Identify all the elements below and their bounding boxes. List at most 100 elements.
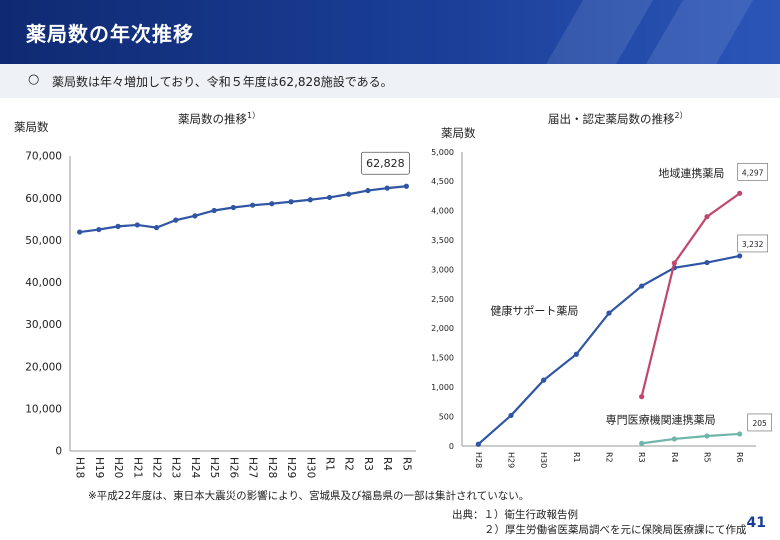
x-tick-label: R6 (735, 452, 744, 463)
x-tick-label: H26 (227, 457, 239, 479)
x-tick-label: H30 (304, 457, 316, 478)
data-point (192, 213, 198, 219)
x-tick-label: R1 (572, 452, 581, 463)
y-tick-label: 10,000 (25, 404, 62, 416)
series-line (79, 185, 407, 234)
right-chart-title: 届出・認定薬局数の推移 (548, 111, 675, 126)
x-tick-label: H22 (151, 457, 163, 478)
x-tick-label: H28 (474, 452, 483, 468)
data-point (671, 436, 677, 442)
left-chart-title-note: 1） (247, 111, 261, 120)
data-point (115, 223, 121, 229)
data-point (541, 377, 547, 383)
data-point (96, 226, 102, 233)
data-point (403, 183, 409, 189)
right-chart-ylabel: 薬局数 (441, 126, 476, 140)
y-tick-label: 4,500 (431, 177, 454, 186)
y-tick-label: 60,000 (25, 193, 62, 205)
data-point (230, 204, 236, 211)
data-label: 4,297 (742, 168, 764, 177)
x-tick-label: H20 (112, 457, 124, 478)
source-line-1: 出典：１）衛生行政報告例 (452, 509, 578, 521)
x-tick-label: H27 (247, 457, 259, 478)
data-point (737, 190, 743, 196)
y-tick-label: 3,000 (431, 265, 454, 274)
series-line (641, 432, 740, 445)
summary-bar: ○ 薬局数は年々増加しており、令和５年度は62,828施設である。 (0, 64, 780, 98)
left-line-chart: 0 10,000 20,000 30,000 40,000 50,000 60,000 70,… (25, 151, 416, 479)
y-tick-label: 70,000 (25, 151, 62, 163)
x-tick-label: R2 (343, 457, 355, 471)
y-tick-label: 500 (439, 412, 454, 421)
right-line-chart: 0 500 1,000 1,500 2,000 2,500 3,000 3,500 4,000 4… (431, 148, 773, 468)
y-tick-label: 2,500 (431, 295, 454, 304)
data-point (153, 225, 160, 231)
y-tick-label: 30,000 (25, 319, 62, 331)
annotation-label: 62,828 (366, 157, 405, 170)
x-tick-label: H30 (539, 452, 548, 468)
x-tick-label: H25 (208, 457, 220, 478)
data-point (346, 191, 352, 197)
x-tick-label: H29 (285, 457, 297, 478)
x-tick-label: H19 (93, 457, 105, 478)
data-point (384, 185, 390, 191)
data-label: 3,232 (742, 240, 764, 249)
x-tick-label: H29 (507, 452, 516, 468)
data-point (250, 202, 256, 208)
data-point (639, 394, 645, 400)
data-point (639, 283, 645, 289)
data-point (508, 412, 514, 419)
page-number: 41 (746, 515, 766, 531)
series-line (640, 192, 741, 397)
data-point (173, 217, 179, 223)
data-point (307, 197, 313, 203)
left-chart-ylabel: 薬局数 (14, 120, 49, 134)
x-tick-label: H23 (170, 457, 182, 478)
header-decoration (525, 0, 665, 64)
source-line-2: ２）厚生労働省医薬局調べを元に保険局医療課にて作成 (484, 524, 747, 536)
data-point (134, 222, 140, 228)
left-chart-title-wrap: 薬局数の推移1） (178, 110, 260, 127)
series-name-label: 健康サポート薬局 (490, 303, 578, 317)
y-tick-label: 20,000 (25, 361, 62, 373)
data-point (269, 201, 275, 207)
y-tick-label: 0 (55, 446, 62, 458)
x-tick-label: R3 (637, 452, 646, 463)
data-point (737, 431, 743, 437)
series-name-label: 専門医療機関連携薬局 (606, 412, 716, 426)
y-tick-label: 0 (449, 442, 454, 451)
series-name-label: 地域連携薬局 (658, 166, 724, 180)
x-tick-label: R5 (703, 452, 712, 463)
y-tick-label: 50,000 (25, 235, 62, 247)
data-point (326, 194, 333, 201)
data-point (704, 433, 710, 439)
summary-bullet: ○ (28, 72, 40, 87)
data-label-box (747, 413, 773, 432)
y-tick-label: 40,000 (25, 277, 62, 289)
y-tick-label: 4,000 (431, 207, 454, 216)
data-label-box (737, 162, 769, 181)
x-tick-label: H28 (266, 457, 278, 478)
y-tick-label: 1,500 (431, 354, 454, 363)
footnote: ※平成22年度は、東日本大震災の影響により、宮城県及び福島県の一部は集計されてい… (88, 490, 530, 502)
x-tick-label: R4 (670, 452, 679, 463)
data-label: 205 (753, 419, 768, 428)
data-point (211, 207, 217, 214)
x-tick-label: H24 (189, 457, 201, 479)
data-point (365, 187, 371, 194)
data-point (737, 253, 743, 259)
x-tick-label: R5 (400, 457, 412, 471)
y-tick-label: 2,000 (431, 324, 454, 333)
x-tick-label: H18 (74, 457, 86, 478)
y-tick-label: 5,000 (431, 148, 454, 157)
page-title: 薬局数の年次推移 (26, 22, 194, 46)
right-chart-title-wrap: 届出・認定薬局数の推移2） (548, 110, 688, 127)
y-tick-label: 3,500 (431, 236, 454, 245)
right-chart-title-note: 2） (674, 111, 688, 120)
left-chart-title: 薬局数の推移 (178, 111, 247, 126)
data-point (77, 229, 83, 235)
data-point (704, 214, 710, 220)
data-point (704, 259, 710, 266)
x-tick-label: R1 (324, 457, 336, 471)
annotation-box (360, 151, 410, 175)
